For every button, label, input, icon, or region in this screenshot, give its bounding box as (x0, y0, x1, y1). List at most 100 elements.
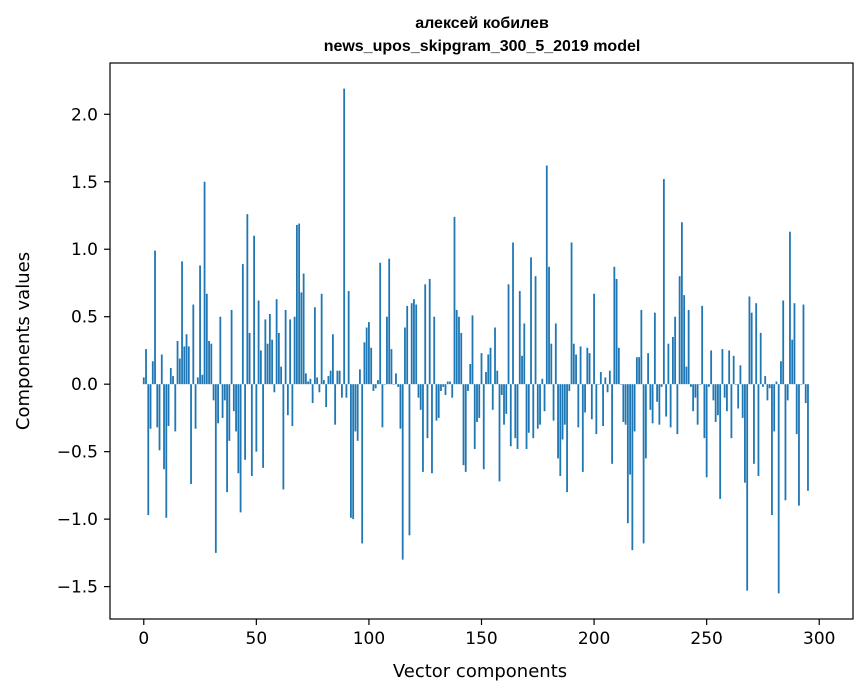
bar (726, 384, 728, 412)
bar (395, 373, 397, 385)
bar (775, 381, 778, 385)
bar (363, 342, 366, 385)
bar (518, 291, 521, 385)
bar (671, 336, 674, 385)
bar (777, 384, 780, 594)
bar (199, 265, 201, 385)
bar (665, 384, 668, 417)
bar (172, 376, 174, 385)
bar (584, 384, 586, 413)
bar (532, 384, 535, 439)
bar (692, 384, 695, 412)
bar (710, 350, 713, 385)
bar (559, 384, 562, 476)
bar (653, 312, 656, 385)
bar (696, 384, 699, 425)
bar (201, 374, 204, 385)
x-tick-label: 0 (138, 629, 149, 649)
bar (714, 384, 717, 422)
bar (187, 346, 190, 385)
bar (789, 231, 791, 385)
bar (786, 384, 789, 401)
bar (530, 257, 532, 385)
bar (613, 266, 616, 385)
bar (703, 384, 706, 439)
bar (687, 309, 690, 385)
bar (449, 381, 451, 385)
bar (489, 347, 492, 385)
bar (176, 341, 179, 385)
bar (280, 366, 283, 385)
bar (428, 278, 431, 385)
bar (250, 384, 253, 476)
bar (163, 384, 165, 470)
bar (365, 327, 368, 385)
bar (469, 363, 472, 385)
bar (780, 361, 782, 385)
y-tick-label: −0.5 (57, 443, 98, 463)
y-tick-label: 1.0 (71, 240, 98, 260)
bar (453, 216, 456, 385)
chart-title-line-2: news_upos_skipgram_300_5_2019 model (324, 38, 641, 55)
bar (534, 276, 537, 385)
bar (388, 258, 391, 385)
bar (338, 370, 341, 385)
bar (617, 347, 620, 385)
bar (633, 384, 636, 432)
bar (194, 384, 197, 429)
bar (390, 349, 393, 385)
bar (295, 224, 298, 385)
bar (248, 332, 251, 385)
bar (638, 357, 641, 385)
bar (721, 349, 724, 385)
bar (631, 384, 634, 551)
bar (615, 278, 618, 385)
bar (791, 339, 794, 385)
bar (552, 384, 555, 421)
bar (521, 355, 523, 385)
bar (737, 384, 740, 409)
bars-group (142, 88, 809, 594)
bar (586, 347, 589, 385)
bar (464, 384, 467, 472)
bar (557, 384, 559, 459)
bar (662, 179, 665, 385)
bar (361, 384, 364, 544)
bar (732, 355, 735, 385)
bar (451, 384, 454, 398)
bar (446, 381, 449, 385)
bar (313, 307, 316, 385)
x-tick-label: 250 (690, 629, 722, 649)
bar (158, 384, 161, 451)
bar (572, 343, 575, 385)
bar (708, 384, 710, 387)
bar (413, 299, 415, 385)
bar (482, 384, 485, 470)
bar (277, 332, 280, 385)
bar (717, 384, 719, 416)
bar (354, 384, 357, 432)
x-axis-label: Vector components (393, 661, 567, 682)
bar (444, 384, 447, 395)
bar (316, 377, 319, 385)
bar (712, 384, 715, 401)
bar (620, 384, 622, 385)
bar (764, 376, 767, 385)
bar (595, 384, 598, 435)
bar (755, 303, 758, 385)
bar (244, 384, 246, 460)
bar (771, 384, 773, 516)
bar (246, 214, 249, 385)
bar (793, 303, 796, 385)
bar (597, 384, 600, 385)
bar (399, 384, 402, 429)
bar (487, 354, 490, 385)
bar (507, 284, 510, 385)
bar (217, 384, 219, 424)
y-tick-label: 1.5 (71, 173, 98, 193)
bar (341, 384, 343, 398)
bar (404, 327, 406, 385)
bar (606, 384, 609, 393)
bar (309, 378, 312, 385)
bar (419, 384, 422, 410)
